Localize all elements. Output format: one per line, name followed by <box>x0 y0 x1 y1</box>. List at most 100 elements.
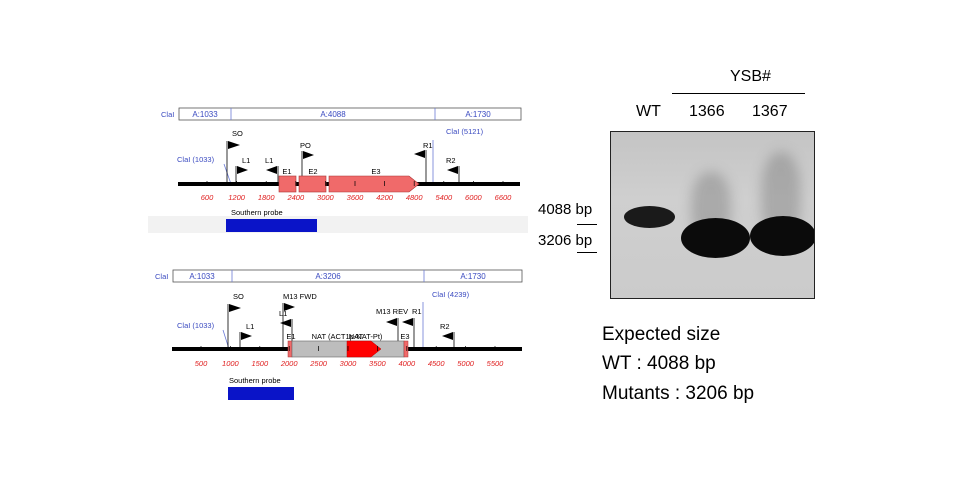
gel-lane-1366: 1366 <box>689 103 725 120</box>
primer-arrow-icon <box>237 166 248 174</box>
map2-primer-l1a: L1 <box>239 322 254 349</box>
map1-fragment-1: A:1033 <box>192 110 218 119</box>
map1-primer-l1b-label: L1 <box>265 156 273 165</box>
ruler-label: 3600 <box>347 193 365 202</box>
map1-primer-l1a-label: L1 <box>242 156 250 165</box>
map-wild-type: ClaI A:1033 A:4088 A:1730 ClaI (1033) Cl… <box>148 107 528 233</box>
map2-ruler: 500 1000 1500 2000 2500 3000 3500 4000 4500 5000 5… <box>195 346 504 368</box>
map1-primer-r1: R1 <box>414 141 433 184</box>
ruler-label: 4200 <box>376 193 394 202</box>
map2-exon-e3-label: E3 <box>400 332 409 341</box>
gel-band-wt <box>624 206 675 228</box>
map1-primer-po-label: PO <box>300 141 311 150</box>
map2-primer-so: SO <box>227 292 244 349</box>
map1-primer-l1a: L1 <box>235 156 250 184</box>
map1-background-strip <box>148 216 528 233</box>
map2-primer-m13rev-label: M13 REV <box>376 307 408 316</box>
gel-lane-1367: 1367 <box>752 103 788 120</box>
ruler-label: 4800 <box>406 193 424 202</box>
map2-probe-label: Southern probe <box>229 376 281 385</box>
map2-fragment-2: A:3206 <box>315 272 341 281</box>
map1-exon-e1-label: E1 <box>282 167 291 176</box>
map2-fragment-bar <box>172 269 523 283</box>
map1-exon-e1 <box>278 175 297 193</box>
map1-exons: E1 E2 E3 <box>278 167 420 193</box>
primer-arrow-icon <box>414 150 425 158</box>
ruler-label: 1000 <box>222 359 240 368</box>
primer-arrow-icon <box>280 319 291 327</box>
gel-group-label: YSB# <box>730 68 771 85</box>
ruler-label: 3000 <box>317 193 335 202</box>
map1-exon-e2-label: E2 <box>308 167 317 176</box>
map1-exon-e3 <box>328 175 420 193</box>
gel-image <box>610 131 815 299</box>
marker-label-4088: 4088 bp <box>538 201 593 218</box>
primer-arrow-icon <box>241 332 252 340</box>
map2-exon-e3 <box>403 340 409 358</box>
map2-clai-1033-label: ClaI (1033) <box>177 321 215 330</box>
primer-arrow-icon <box>284 303 295 311</box>
map2-nat-marker <box>346 340 382 358</box>
primer-arrow-icon <box>229 304 241 312</box>
expected-wt: WT : 4088 bp <box>602 353 716 374</box>
map2-exon-e1-label: E1 <box>286 332 295 341</box>
map1-southern-probe <box>226 219 317 232</box>
primer-arrow-icon <box>303 151 314 159</box>
map1-clai-right-label: ClaI (5121) <box>446 127 484 136</box>
map2-primer-m13fwd-label: M13 FWD <box>283 292 317 301</box>
map2-exon-e1 <box>287 340 293 358</box>
expected-mutants: Mutants : 3206 bp <box>602 383 755 404</box>
primer-arrow-icon <box>228 141 240 149</box>
map-mutant: ClaI A:1033 A:3206 A:1730 ClaI (1033) Cl… <box>155 269 523 400</box>
ruler-label: 5000 <box>457 359 475 368</box>
ruler-label: 5400 <box>435 193 453 202</box>
gel-lane-wt: WT <box>636 103 661 120</box>
map2-primer-r1: R1 <box>402 307 422 349</box>
map2-nat-cassette-label: NAT (ACT1p-NAT-Pt) <box>312 332 383 341</box>
primer-arrow-icon <box>447 166 458 174</box>
map1-exon-e3-label: E3 <box>371 167 380 176</box>
map1-exon-e2 <box>298 175 327 193</box>
ruler-label: 2400 <box>286 193 305 202</box>
marker-label-3206: 3206 bp <box>538 232 593 249</box>
ruler-label: 4000 <box>398 359 416 368</box>
ruler-label: 3500 <box>369 359 387 368</box>
map2-primer-l1b-label: L1 <box>279 309 287 318</box>
map1-primer-so-label: SO <box>232 129 243 138</box>
marker-tick-3206 <box>577 252 597 253</box>
ruler-label: 600 <box>201 193 214 202</box>
map1-fragment-2: A:4088 <box>320 110 346 119</box>
map2-primer-r2-label: R2 <box>440 322 450 331</box>
primer-arrow-icon <box>402 318 413 326</box>
gel-band-1367 <box>750 216 814 256</box>
ruler-label: 6000 <box>465 193 483 202</box>
map1-primer-r1-label: R1 <box>423 141 433 150</box>
map2-primer-r2: R2 <box>440 322 455 349</box>
map2-fragment-1: A:1033 <box>189 272 215 281</box>
map1-primer-so: SO <box>226 129 243 184</box>
map1-primer-r2: R2 <box>446 156 460 184</box>
expected-title: Expected size <box>602 324 721 345</box>
ruler-label: 2500 <box>309 359 328 368</box>
map1-primer-l1b: L1 <box>265 156 279 184</box>
map2-cassette: NAT (ACT1p-NAT-Pt) NAT E1 E3 <box>286 332 410 358</box>
ruler-label: 6600 <box>495 193 513 202</box>
ruler-label: 4500 <box>428 359 446 368</box>
primer-arrow-icon <box>266 166 277 174</box>
primer-arrow-icon <box>442 332 453 340</box>
ruler-label: 5500 <box>487 359 505 368</box>
map2-southern-probe <box>228 387 294 400</box>
ruler-label: 1500 <box>251 359 269 368</box>
map1-probe-label: Southern probe <box>231 208 283 217</box>
map1-fragment-3: A:1730 <box>465 110 491 119</box>
map1-fragment-bar <box>178 107 522 121</box>
gel-group-underline <box>672 93 805 94</box>
map1-clai-1033-line <box>223 163 232 185</box>
map1-primer-r2-label: R2 <box>446 156 456 165</box>
map2-primer-m13fwd: M13 FWD <box>282 292 317 349</box>
marker-tick-4088 <box>577 224 597 225</box>
map1-ruler: 600 1200 1800 2400 3000 3600 4200 4800 5400 6000 6… <box>201 181 512 202</box>
map2-primer-r1-label: R1 <box>412 307 422 316</box>
map2-primer-l1a-label: L1 <box>246 322 254 331</box>
